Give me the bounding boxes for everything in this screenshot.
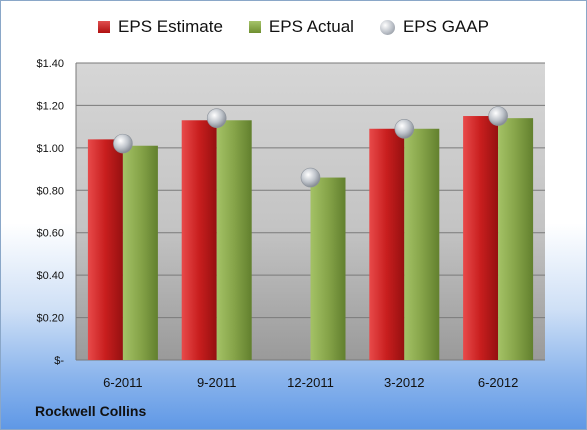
- x-tick-label: 3-2012: [384, 375, 424, 390]
- legend-label-gaap: EPS GAAP: [402, 17, 489, 36]
- point-eps-gaap: [113, 133, 133, 154]
- bar-eps-estimate: [369, 128, 405, 360]
- legend-swatch-gaap: [379, 19, 395, 35]
- legend-label-actual: EPS Actual: [268, 17, 354, 36]
- legend-label-estimate: EPS Estimate: [118, 17, 223, 36]
- x-tick-label: 12-2011: [287, 375, 334, 390]
- bar-eps-actual: [216, 120, 252, 361]
- y-tick-label: $1.00: [36, 143, 64, 155]
- y-tick-label: $-: [54, 355, 64, 367]
- company-name: Rockwell Collins: [35, 403, 147, 419]
- bar-eps-actual: [404, 128, 440, 360]
- point-eps-gaap: [300, 167, 321, 188]
- bar-eps-actual: [122, 145, 158, 360]
- legend-item-gaap: EPS GAAP: [379, 17, 489, 37]
- y-tick-label: $0.80: [36, 185, 64, 197]
- y-tick-label: $0.60: [36, 228, 64, 240]
- point-eps-gaap: [394, 118, 415, 139]
- x-tick-label: 9-2011: [197, 375, 237, 390]
- y-tick-label: $0.20: [36, 313, 64, 325]
- y-tick-label: $0.40: [36, 270, 64, 282]
- legend-item-estimate: EPS Estimate: [98, 17, 223, 37]
- bar-eps-actual: [310, 177, 346, 360]
- bar-eps-estimate: [87, 139, 123, 360]
- bar-eps-actual: [498, 118, 534, 361]
- y-tick-label: $1.40: [36, 58, 64, 70]
- bar-eps-estimate: [463, 116, 499, 361]
- bar-eps-estimate: [181, 120, 217, 361]
- legend-swatch-estimate: [98, 21, 111, 33]
- legend-item-actual: EPS Actual: [248, 17, 354, 37]
- y-tick-label: $1.20: [36, 100, 64, 112]
- point-eps-gaap: [488, 106, 508, 126]
- x-tick-label: 6-2012: [478, 375, 518, 390]
- x-tick-label: 6-2011: [103, 375, 143, 390]
- legend: EPS Estimate EPS Actual EPS GAAP: [1, 17, 586, 37]
- point-eps-gaap: [206, 108, 227, 128]
- legend-swatch-actual: [248, 21, 261, 33]
